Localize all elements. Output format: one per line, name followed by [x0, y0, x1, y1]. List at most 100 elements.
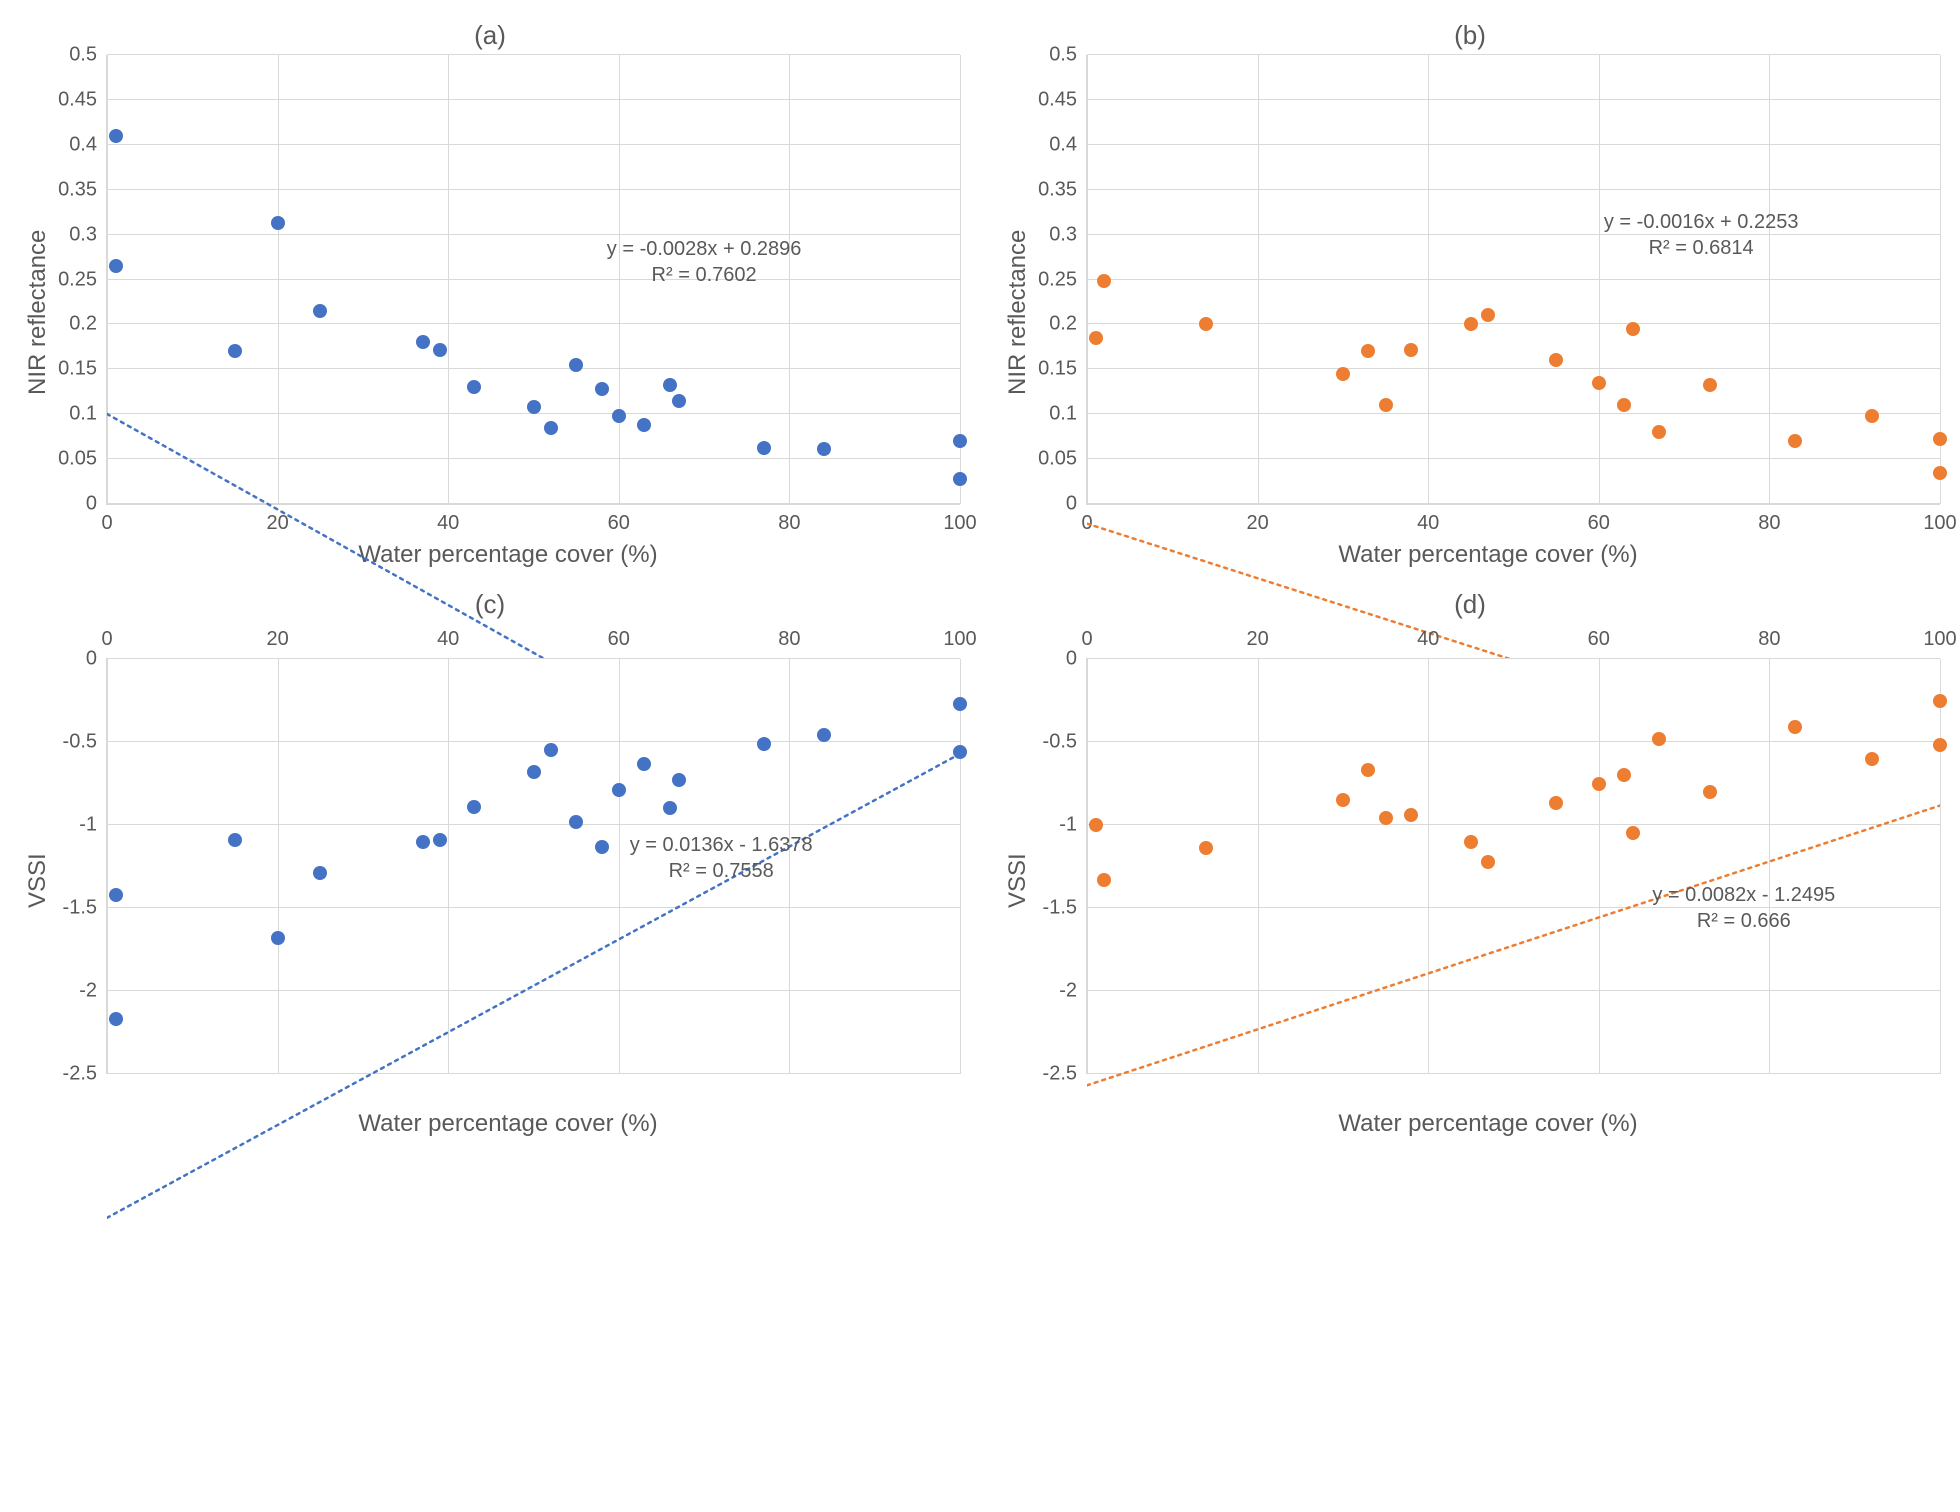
gridline-h [1087, 279, 1940, 280]
gridline-h [1087, 144, 1940, 145]
y-tick-label: 0.05 [1038, 448, 1087, 471]
regression-annotation: y = -0.0028x + 0.2896R² = 0.7602 [607, 236, 802, 288]
data-point [416, 835, 430, 849]
data-point [1361, 344, 1375, 358]
data-point [527, 400, 541, 414]
data-point [1481, 855, 1495, 869]
data-point [1089, 818, 1103, 832]
regression-annotation: y = -0.0016x + 0.2253R² = 0.6814 [1604, 209, 1799, 261]
data-point [1933, 466, 1947, 480]
data-point [467, 380, 481, 394]
panel-a: (a) NIR reflectance 00.050.10.150.20.250.3… [20, 20, 960, 569]
y-tick-label: -2 [79, 980, 107, 1003]
x-tick-label: 60 [1588, 628, 1610, 659]
gridline-v [107, 55, 108, 504]
data-point [1788, 720, 1802, 734]
gridline-v [619, 659, 620, 1074]
data-point [672, 773, 686, 787]
data-point [595, 382, 609, 396]
data-point [569, 358, 583, 372]
panel-title: (a) [474, 20, 506, 51]
gridline-h [107, 503, 960, 504]
data-point [228, 833, 242, 847]
x-axis-label: Water percentage cover (%) [1036, 505, 1940, 569]
gridline-v [960, 659, 961, 1074]
gridline-v [1940, 659, 1941, 1074]
plot-area: 00.050.10.150.20.250.30.350.40.450.50204… [106, 55, 960, 505]
y-tick-label: 0.3 [1049, 223, 1087, 246]
data-point [1089, 331, 1103, 345]
data-point [1404, 808, 1418, 822]
y-tick-label: -0.5 [63, 731, 107, 754]
data-point [1097, 274, 1111, 288]
x-axis-label: Water percentage cover (%) [56, 505, 960, 569]
data-point [569, 815, 583, 829]
x-tick-label: 0 [1081, 628, 1092, 659]
gridline-v [1599, 55, 1600, 504]
gridline-h [1087, 990, 1940, 991]
y-tick-label: 0.15 [1038, 358, 1087, 381]
y-tick-label: 0.25 [58, 268, 107, 291]
gridline-h [107, 1073, 960, 1074]
data-point [1379, 811, 1393, 825]
data-point [1626, 826, 1640, 840]
gridline-h [107, 990, 960, 991]
y-tick-label: 0.2 [1049, 313, 1087, 336]
gridline-v [278, 55, 279, 504]
regression-r2: R² = 0.7558 [630, 858, 813, 884]
data-point [1933, 432, 1947, 446]
y-tick-label: -1 [1059, 814, 1087, 837]
gridline-h [1087, 658, 1940, 659]
gridline-v [1258, 659, 1259, 1074]
gridline-h [107, 824, 960, 825]
data-point [1703, 378, 1717, 392]
gridline-h [1087, 323, 1940, 324]
data-point [1652, 732, 1666, 746]
data-point [1361, 763, 1375, 777]
data-point [953, 434, 967, 448]
gridline-h [107, 323, 960, 324]
regression-r2: R² = 0.6814 [1604, 235, 1799, 261]
data-point [757, 737, 771, 751]
data-point [663, 801, 677, 815]
x-tick-label: 40 [1417, 628, 1439, 659]
y-tick-label: -1.5 [1043, 897, 1087, 920]
data-point [1481, 308, 1495, 322]
data-point [1199, 317, 1213, 331]
data-point [817, 728, 831, 742]
regression-annotation: y = 0.0136x - 1.6378R² = 0.7558 [630, 832, 813, 884]
data-point [416, 335, 430, 349]
x-tick-label: 20 [1246, 628, 1268, 659]
gridline-v [1428, 659, 1429, 1074]
y-tick-label: 0.45 [1038, 88, 1087, 111]
data-point [612, 783, 626, 797]
gridline-h [107, 99, 960, 100]
regression-r2: R² = 0.666 [1652, 908, 1835, 934]
gridline-h [107, 54, 960, 55]
data-point [1865, 752, 1879, 766]
data-point [109, 129, 123, 143]
data-point [612, 409, 626, 423]
gridline-h [107, 907, 960, 908]
x-tick-label: 60 [608, 504, 630, 535]
y-tick-label: -2.5 [63, 1063, 107, 1086]
plot-area: 00.050.10.150.20.250.30.350.40.450.50204… [1086, 55, 1940, 505]
gridline-h [1087, 54, 1940, 55]
data-point [1617, 768, 1631, 782]
y-axis-label: NIR reflectance [20, 55, 56, 569]
y-tick-label: 0.15 [58, 358, 107, 381]
y-tick-label: 0.5 [1049, 44, 1087, 67]
x-tick-label: 40 [437, 628, 459, 659]
x-tick-label: 100 [943, 628, 976, 659]
gridline-v [1428, 55, 1429, 504]
data-point [527, 765, 541, 779]
y-tick-label: 0.3 [69, 223, 107, 246]
data-point [757, 441, 771, 455]
gridline-h [1087, 99, 1940, 100]
x-axis-label: Water percentage cover (%) [1036, 1074, 1940, 1138]
data-point [1336, 793, 1350, 807]
x-tick-label: 80 [778, 628, 800, 659]
y-tick-label: 0.1 [69, 403, 107, 426]
gridline-h [107, 458, 960, 459]
x-tick-label: 100 [943, 504, 976, 535]
